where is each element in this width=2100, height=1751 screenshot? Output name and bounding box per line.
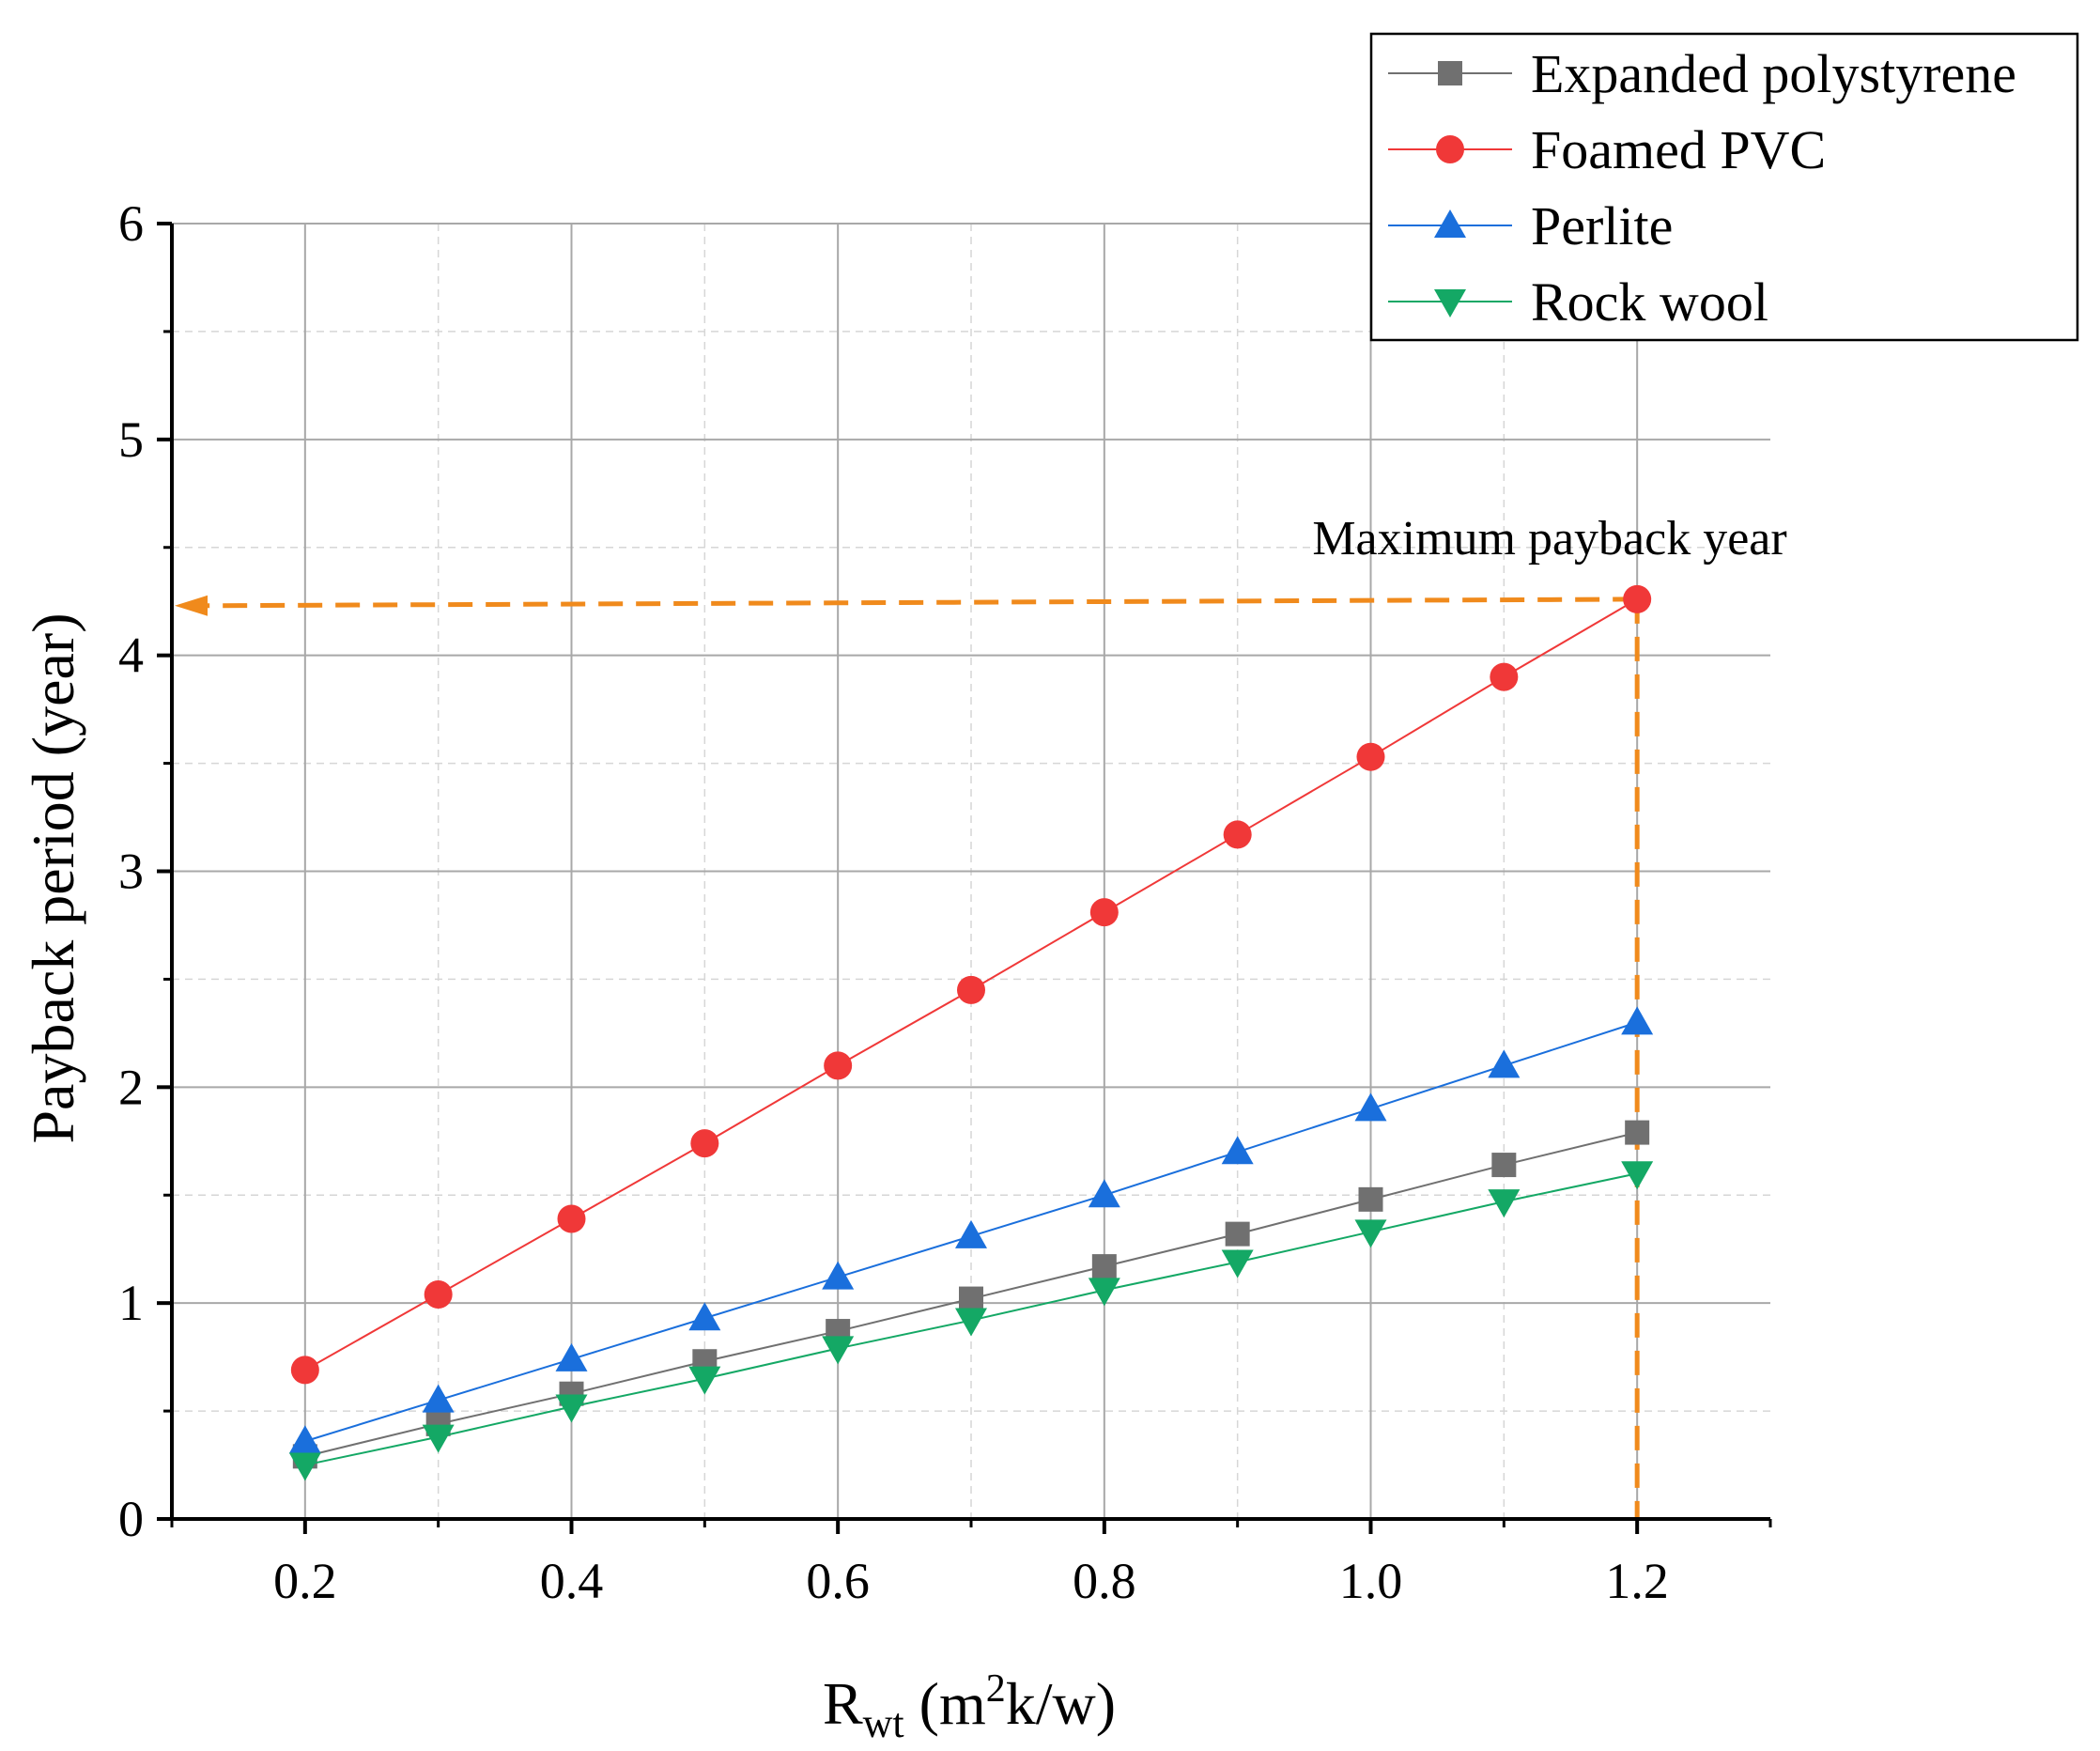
data-point-foamed-pvc <box>957 975 985 1004</box>
x-tick-label: 0.8 <box>1073 1553 1136 1609</box>
data-point-perlite <box>1221 1136 1254 1165</box>
annotation-arrowhead <box>175 595 208 616</box>
x-tick-label: 0.4 <box>540 1553 604 1609</box>
data-point-rock-wool <box>555 1394 588 1423</box>
data-point-foamed-pvc <box>1490 662 1519 691</box>
x-axis-title-main: R <box>823 1670 863 1737</box>
data-series <box>288 584 1654 1481</box>
series-expanded-polystyrene <box>292 1120 1650 1469</box>
annotation-horizontal-guide <box>203 597 1638 609</box>
y-axis-title: Payback period (year) <box>20 612 86 1143</box>
x-tick-label: 0.2 <box>273 1553 337 1609</box>
legend-marker-rock-wool <box>1434 289 1466 318</box>
data-point-perlite <box>288 1425 321 1454</box>
data-point-rock-wool <box>288 1452 321 1481</box>
data-point-foamed-pvc <box>690 1129 719 1158</box>
data-point-rock-wool <box>1488 1189 1521 1218</box>
x-axis-title-unit-end: k/w) <box>1006 1670 1116 1737</box>
data-point-expanded-polystyrene <box>1225 1221 1250 1247</box>
data-point-rock-wool <box>688 1366 721 1395</box>
data-point-rock-wool <box>1088 1278 1120 1307</box>
x-axis-title: Rwt (m2k/w) <box>823 1667 1116 1746</box>
data-point-perlite <box>822 1261 855 1290</box>
data-point-rock-wool <box>422 1424 455 1453</box>
x-axis-title-superscript: 2 <box>986 1667 1006 1711</box>
data-point-perlite <box>688 1302 721 1331</box>
x-tick-label: 0.6 <box>806 1553 870 1609</box>
data-point-perlite <box>555 1342 588 1371</box>
data-point-rock-wool <box>1621 1161 1654 1190</box>
y-tick-label: 2 <box>118 1059 144 1115</box>
legend-frame <box>1369 32 2079 342</box>
y-tick-label: 0 <box>118 1491 144 1547</box>
annotation-guides <box>175 595 1640 1519</box>
x-axis-title-unit: (m <box>904 1670 986 1737</box>
legend-label-rock-wool: Rock wool <box>1531 271 1768 333</box>
x-tick-label: 1.2 <box>1605 1553 1669 1609</box>
x-tick-label: 1.0 <box>1339 1553 1403 1609</box>
data-point-foamed-pvc <box>1089 898 1119 927</box>
data-point-rock-wool <box>822 1336 855 1365</box>
x-axis-title-subscript: wt <box>863 1700 904 1746</box>
data-point-foamed-pvc <box>290 1356 319 1385</box>
y-tick-label: 4 <box>118 628 144 684</box>
data-point-perlite <box>1488 1049 1521 1078</box>
legend-label-expanded-polystyrene: Expanded polystyrene <box>1531 43 2016 104</box>
data-point-foamed-pvc <box>824 1051 853 1080</box>
axes: 0 1 2 3 4 5 6 0.2 0.4 0.6 0.8 1.0 1.2 <box>118 195 1772 1609</box>
data-point-rock-wool <box>1221 1249 1254 1278</box>
legend-marker-expanded-polystyrene <box>1438 61 1462 85</box>
data-point-perlite <box>955 1219 987 1248</box>
y-tick-label: 5 <box>118 411 144 468</box>
data-point-expanded-polystyrene <box>1491 1153 1517 1178</box>
data-point-perlite <box>1354 1092 1387 1122</box>
data-point-expanded-polystyrene <box>959 1286 983 1311</box>
series-foamed-pvc <box>290 584 1652 1385</box>
annotation-label: Maximum payback year <box>1312 512 1786 566</box>
legend-label-perlite: Perlite <box>1531 195 1673 256</box>
data-point-foamed-pvc <box>1623 584 1652 613</box>
series-rock-wool <box>288 1161 1654 1481</box>
series-perlite <box>288 1006 1654 1454</box>
y-tick-label: 3 <box>118 844 144 900</box>
data-point-foamed-pvc <box>1223 820 1252 849</box>
legend-label-foamed-pvc: Foamed PVC <box>1531 119 1826 180</box>
data-point-expanded-polystyrene <box>1358 1186 1383 1212</box>
legend: Expanded polystyrene Foamed PVC Perlite Roc… <box>1369 32 2079 342</box>
data-point-foamed-pvc <box>557 1204 586 1233</box>
data-point-perlite <box>422 1384 455 1413</box>
y-tick-label: 6 <box>118 195 144 252</box>
data-point-foamed-pvc <box>424 1279 453 1309</box>
data-point-perlite <box>1088 1179 1120 1208</box>
data-point-perlite <box>1621 1006 1654 1035</box>
legend-marker-perlite <box>1434 209 1466 238</box>
data-point-foamed-pvc <box>1356 742 1385 771</box>
data-point-expanded-polystyrene <box>1091 1254 1117 1279</box>
data-point-rock-wool <box>955 1308 987 1337</box>
legend-marker-foamed-pvc <box>1436 135 1464 163</box>
data-point-rock-wool <box>1354 1219 1387 1248</box>
y-tick-label: 1 <box>118 1275 144 1331</box>
data-point-expanded-polystyrene <box>1625 1120 1650 1145</box>
